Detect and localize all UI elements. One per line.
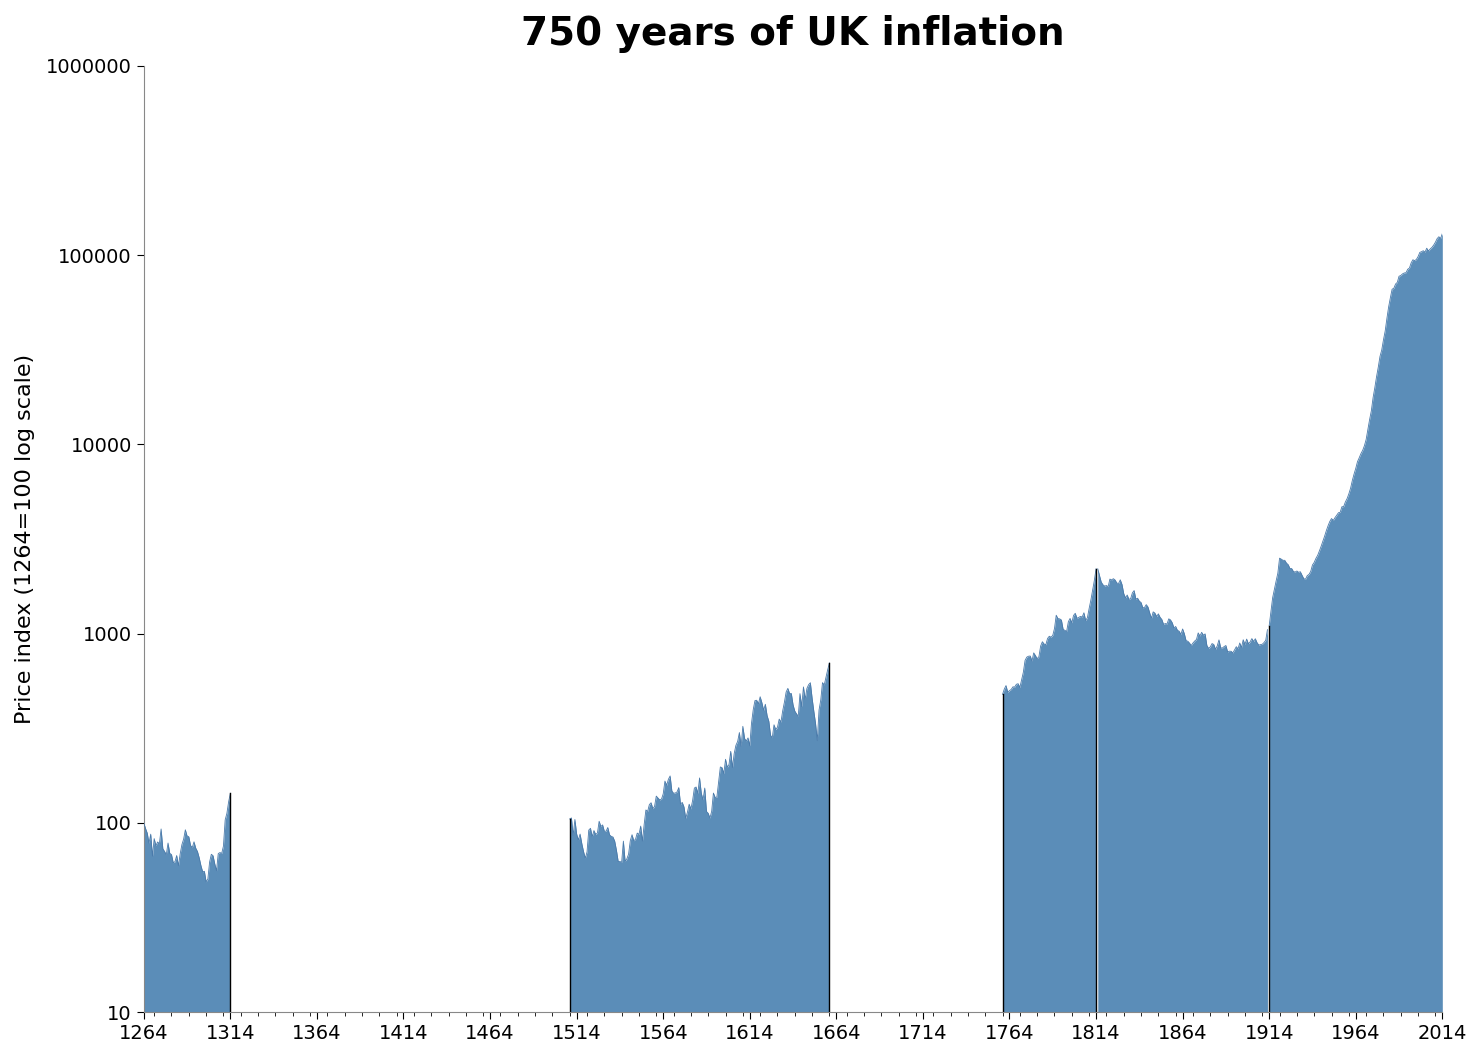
Y-axis label: Price index (1264=100 log scale): Price index (1264=100 log scale) <box>15 354 36 724</box>
Title: 750 years of UK inflation: 750 years of UK inflation <box>522 15 1066 53</box>
